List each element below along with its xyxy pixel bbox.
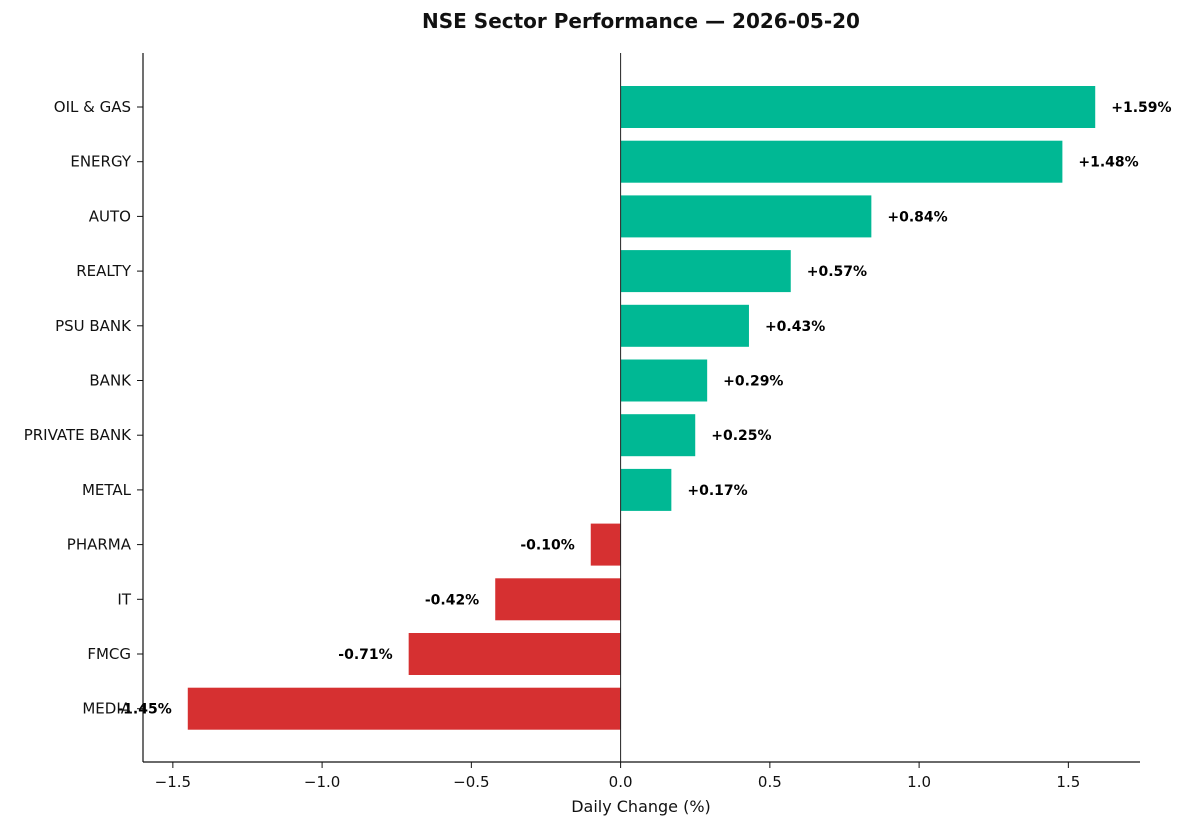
bar-bank	[620, 359, 708, 402]
x-tick-label: −1.5	[155, 773, 191, 791]
data-label: +0.43%	[765, 319, 825, 335]
y-tick-label: AUTO	[89, 207, 131, 225]
y-tick-label: REALTY	[76, 262, 132, 280]
data-labels-group: +1.59% +1.48% +0.84% +0.57% +0.43% +0.29% +0.2…	[117, 100, 1171, 718]
data-label: +0.84%	[887, 209, 947, 225]
y-tick-label: FMCG	[87, 645, 131, 663]
bar-fmcg	[408, 633, 621, 675]
y-tick-label: MEDIA	[82, 700, 131, 718]
data-label: -0.42%	[425, 592, 479, 608]
x-tick-label: 1.0	[907, 773, 931, 791]
x-axis: −1.5 −1.0 −0.5 0.0 0.5 1.0 1.5	[143, 761, 1140, 791]
y-tick-label: ENERGY	[70, 153, 131, 171]
data-label: -0.10%	[520, 538, 574, 554]
x-tick-label: 1.5	[1056, 773, 1080, 791]
bar-metal	[620, 468, 672, 511]
bar-media	[187, 687, 621, 730]
bar-psu-bank	[620, 304, 749, 347]
y-tick-label: IT	[117, 590, 131, 608]
data-label: +0.29%	[723, 374, 783, 390]
y-tick-label: PRIVATE BANK	[24, 426, 132, 444]
bar-energy	[620, 140, 1063, 183]
y-axis: OIL & GAS ENERGY AUTO REALTY PSU BANK BANK PRI…	[24, 53, 144, 762]
data-label: +1.48%	[1078, 155, 1138, 171]
y-tick-label: PSU BANK	[55, 317, 132, 335]
bar-pharma	[590, 523, 621, 566]
bar-private-bank	[620, 414, 696, 457]
y-tick-label: OIL & GAS	[54, 98, 131, 116]
data-label: +0.17%	[687, 483, 747, 499]
data-label: +1.59%	[1111, 100, 1171, 116]
y-tick-label: BANK	[89, 372, 132, 390]
bar-auto	[620, 195, 872, 238]
data-label: +0.57%	[807, 264, 867, 280]
x-tick-label: 0.0	[609, 773, 633, 791]
bar-realty	[620, 250, 791, 293]
x-tick-label: −0.5	[453, 773, 489, 791]
x-tick-label: 0.5	[758, 773, 782, 791]
bar-it	[495, 578, 621, 621]
data-label: -0.71%	[338, 647, 392, 663]
data-label: +0.25%	[711, 428, 771, 444]
bar-oil-gas	[620, 86, 1096, 128]
chart-title: NSE Sector Performance — 2026-05-20	[422, 9, 860, 33]
x-tick-label: −1.0	[304, 773, 340, 791]
bars-group	[187, 53, 1096, 762]
x-axis-label: Daily Change (%)	[571, 797, 711, 816]
y-tick-label: METAL	[82, 481, 132, 499]
data-label: -1.45%	[117, 702, 171, 718]
y-tick-label: PHARMA	[67, 536, 132, 554]
